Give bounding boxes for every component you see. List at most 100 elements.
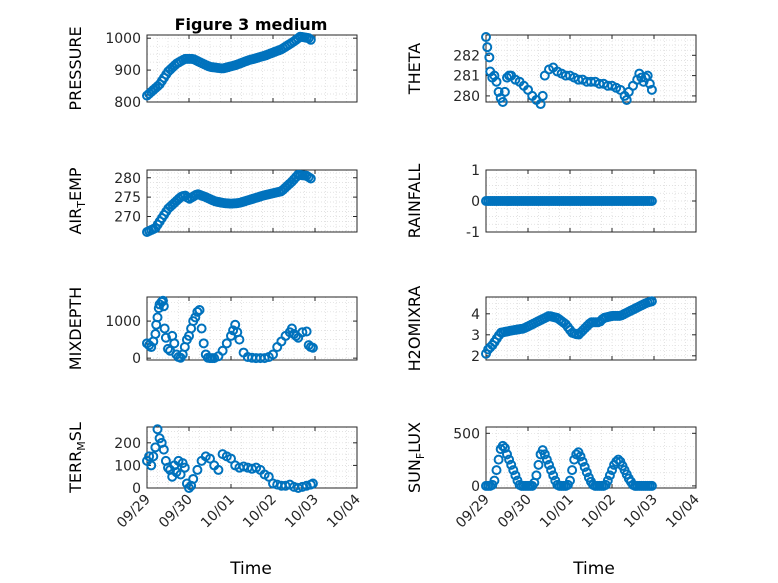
axes-terr_msl: 0 100 200 09/29 09/30 10/01 10/02 10/03 10/04 TER… — [66, 422, 364, 531]
data-point — [497, 97, 508, 107]
y-axis-label-terr_msl: TERRMSL — [66, 422, 88, 494]
data-point — [539, 449, 550, 460]
data-point — [286, 323, 297, 334]
data-point — [491, 465, 502, 476]
series-air_temp — [142, 169, 316, 237]
data-point — [198, 338, 209, 349]
data-point — [579, 461, 590, 472]
y-axis-label-rainfall: RAINFALL — [405, 164, 424, 239]
data-point — [175, 469, 186, 480]
data-point — [196, 323, 207, 334]
data-point — [169, 338, 180, 349]
x-tick-label: 10/02 — [579, 492, 619, 532]
y-tick-label: 1000 — [105, 31, 141, 47]
y-tick-label: 275 — [114, 190, 141, 206]
data-point — [157, 295, 168, 306]
data-point — [158, 301, 169, 312]
data-point — [482, 42, 493, 53]
data-point — [497, 440, 508, 451]
x-tick-label: 09/30 — [156, 492, 196, 532]
axes-box-theta — [485, 34, 697, 103]
data-point — [581, 467, 592, 478]
axes-box-h2omixra — [485, 296, 697, 361]
data-point — [179, 462, 190, 473]
data-point — [205, 453, 215, 464]
data-point — [297, 327, 308, 338]
y-tick-label: 1 — [471, 163, 480, 179]
axes-sun_flux: 0 500 09/29 09/30 10/01 10/02 10/03 10/04 SUNFLU… — [405, 422, 703, 531]
data-point — [146, 342, 157, 353]
y-tick-label: 4 — [471, 307, 480, 323]
y-tick-label: 0 — [132, 351, 141, 367]
data-point — [604, 470, 615, 481]
y-axis-label-air_temp: AIRTEMP — [66, 167, 88, 234]
data-point — [163, 343, 173, 354]
data-point — [188, 473, 199, 484]
data-point — [268, 349, 278, 360]
data-point — [646, 480, 657, 491]
data-point — [602, 475, 613, 486]
y-axis-label-sun_flux: SUNFLUX — [405, 422, 427, 493]
x-tick-label: 09/29 — [114, 492, 154, 532]
y-tick-label: 280 — [453, 89, 480, 105]
data-point — [234, 334, 245, 345]
data-point — [533, 459, 544, 470]
data-point — [646, 84, 657, 95]
data-point — [305, 34, 316, 45]
data-point — [192, 464, 203, 475]
series-pressure — [142, 31, 316, 101]
y-axis-label-pressure: PRESSURE — [66, 26, 85, 110]
x-tick-label: 10/01 — [537, 492, 577, 532]
data-point — [484, 52, 495, 63]
x-tick-label: 09/29 — [453, 492, 493, 532]
data-point — [499, 443, 510, 454]
data-point — [548, 470, 559, 481]
data-point — [152, 312, 163, 323]
series-rainfall — [481, 196, 657, 206]
data-point — [159, 323, 170, 334]
x-tick-label: 10/03 — [282, 492, 322, 532]
x-axis-label-left: Time — [229, 559, 272, 579]
axes-rainfall: -1 0 1 RAINFALL — [405, 163, 697, 241]
y-tick-label: 0 — [132, 481, 141, 497]
y-tick-label: 900 — [114, 63, 141, 79]
data-point — [489, 475, 500, 486]
y-tick-label: -1 — [466, 225, 480, 241]
data-point — [146, 460, 157, 471]
data-point — [307, 342, 318, 353]
y-tick-label: 282 — [453, 48, 480, 64]
data-point — [499, 86, 510, 97]
data-point — [184, 483, 194, 493]
series-terr_msl — [142, 424, 318, 493]
data-point — [221, 338, 232, 349]
x-tick-label: 10/04 — [663, 491, 703, 531]
y-tick-label: 2 — [471, 349, 480, 365]
data-point — [546, 465, 557, 476]
data-point — [263, 471, 274, 482]
y-tick-label: 0 — [471, 194, 480, 210]
x-tick-label: 10/01 — [198, 492, 238, 532]
data-point — [194, 304, 205, 315]
data-point — [213, 464, 224, 475]
data-point — [575, 451, 586, 462]
x-tick-label: 10/02 — [240, 492, 280, 532]
data-point — [493, 454, 504, 465]
data-point — [493, 86, 504, 97]
y-tick-label: 280 — [114, 171, 141, 187]
data-point — [150, 329, 161, 340]
data-point — [510, 470, 521, 481]
y-tick-label: 200 — [114, 436, 141, 452]
data-point — [144, 451, 155, 462]
data-point — [305, 173, 316, 184]
axes-box-air_temp — [146, 169, 358, 233]
series-sun_flux — [481, 440, 657, 491]
y-axis-label-h2omixra: H2OMIXRA — [405, 286, 424, 372]
data-point — [577, 456, 588, 467]
data-point — [217, 345, 228, 356]
x-tick-label: 09/30 — [495, 492, 535, 532]
x-tick-label: 10/04 — [324, 491, 364, 531]
data-point — [504, 454, 515, 465]
y-tick-label: 1000 — [105, 314, 141, 330]
series-mixdepth — [142, 295, 318, 364]
